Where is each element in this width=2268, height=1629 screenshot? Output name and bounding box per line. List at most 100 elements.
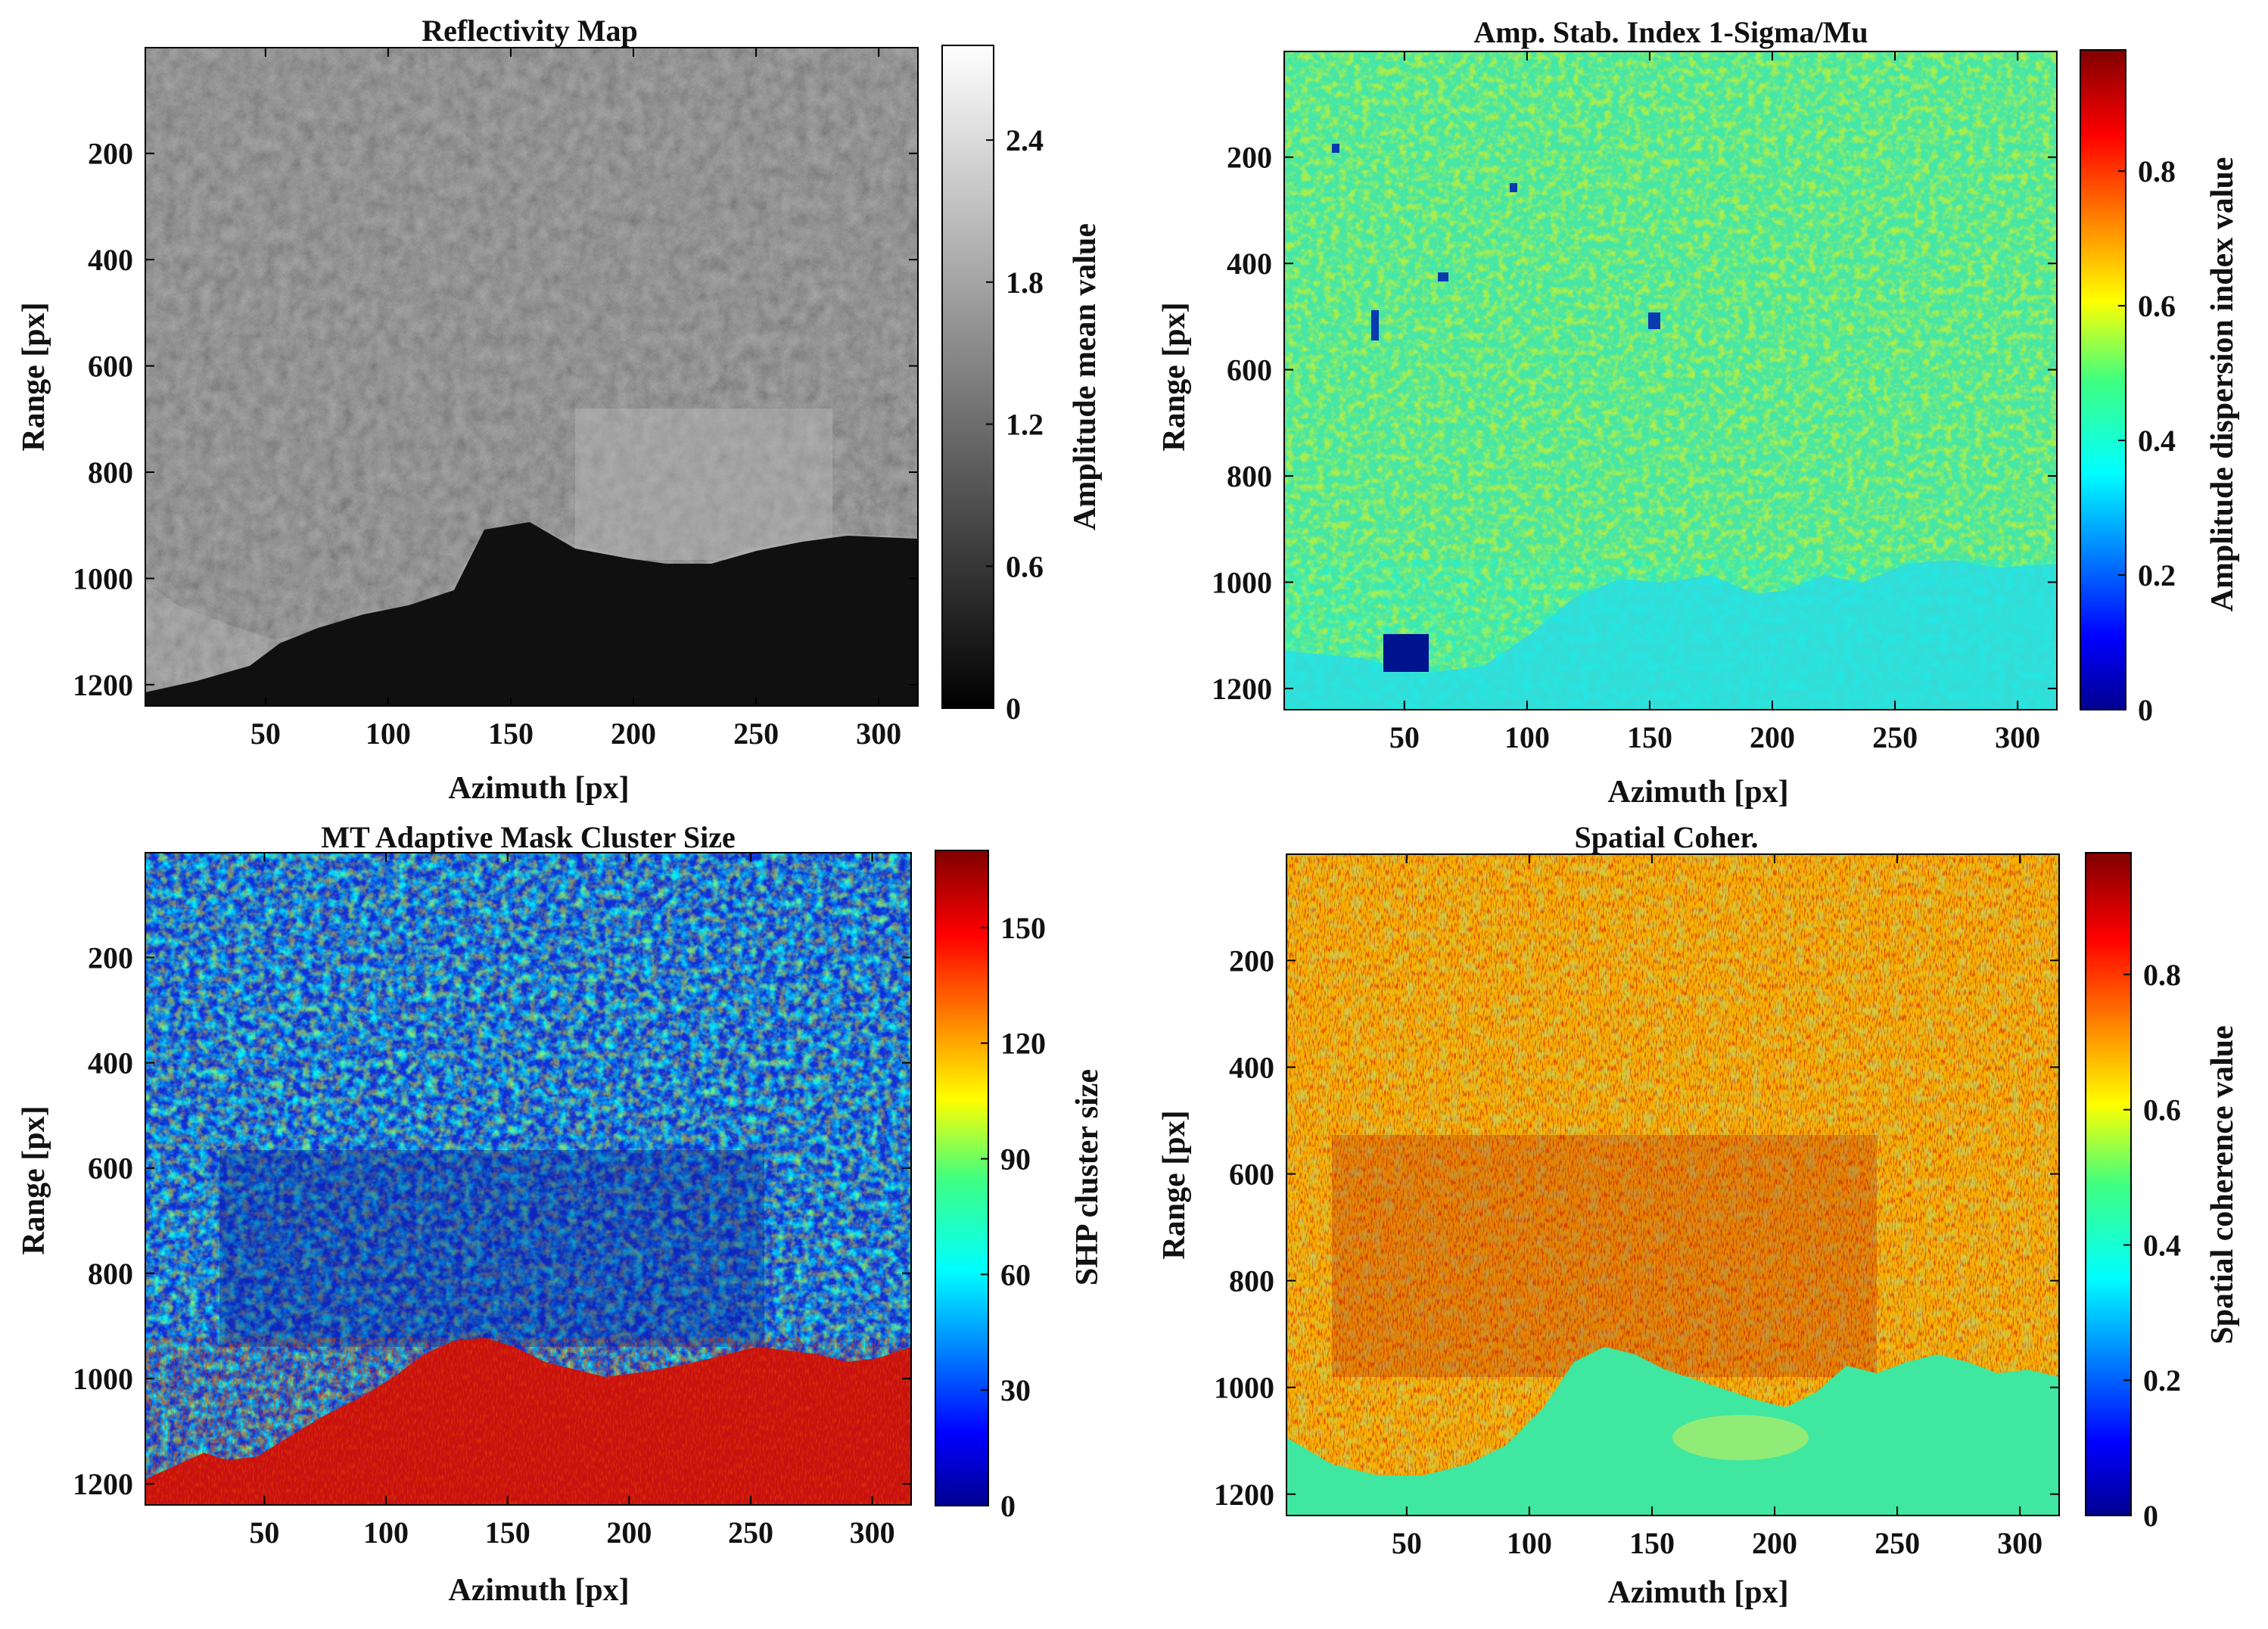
spatial-coherence-colorbar-tick-label: 0.6 bbox=[2143, 1093, 2181, 1127]
amplitude-stability-y-tick-label: 200 bbox=[1227, 141, 1272, 175]
reflectivity-colorbar-tick-label: 0 bbox=[1006, 692, 1021, 726]
amplitude-stability-x-tick-label: 150 bbox=[1627, 720, 1672, 754]
spatial-coherence-panel: Spatial Coher. 50 100 150 200 250 300 200 400 6… bbox=[1157, 820, 2240, 1610]
reflectivity-y-tick-label: 1000 bbox=[73, 561, 133, 595]
cluster-size-colorbar-tick-label: 0 bbox=[1000, 1489, 1016, 1523]
cluster-size-y-tick-label: 200 bbox=[88, 940, 133, 975]
cluster-size-colorbar-label: SHP cluster size bbox=[1070, 1069, 1105, 1285]
cluster-size-x-tick-label: 100 bbox=[363, 1516, 409, 1550]
spatial-coherence-title: Spatial Coher. bbox=[1574, 820, 1758, 854]
spatial-coherence-x-tick-label: 300 bbox=[1997, 1526, 2042, 1560]
reflectivity-y-tick-label: 1200 bbox=[73, 668, 133, 702]
cluster-size-y-tick-label: 400 bbox=[88, 1046, 133, 1080]
amplitude-stability-y-tick-label: 1200 bbox=[1212, 672, 1272, 706]
spatial-coherence-colorbar-tick-label: 0.2 bbox=[2143, 1363, 2181, 1397]
spatial-coherence-y-tick-label: 200 bbox=[1229, 944, 1274, 978]
spatial-coherence-colorbar-tick-label: 0 bbox=[2143, 1499, 2158, 1533]
spatial-coherence-colorbar bbox=[2085, 852, 2132, 1516]
reflectivity-x-tick-label: 300 bbox=[856, 717, 901, 751]
reflectivity-colorbar-tick-label: 2.4 bbox=[1006, 123, 1044, 157]
reflectivity-x-tick-label: 150 bbox=[488, 717, 534, 751]
reflectivity-y-tick-label: 600 bbox=[88, 350, 133, 384]
amplitude-stability-colorbar-tick-label: 0.8 bbox=[2138, 154, 2176, 188]
amplitude-stability-colorbar-tick-label: 0.2 bbox=[2138, 558, 2176, 592]
spatial-coherence-y-tick-label: 800 bbox=[1229, 1264, 1274, 1298]
reflectivity-colorbar-tick-label: 1.2 bbox=[1006, 408, 1044, 442]
reflectivity-map-panel: Reflectivity Map 50 100 150 200 250 300 200 40… bbox=[17, 14, 1103, 806]
cluster-size-y-tick-label: 1200 bbox=[73, 1467, 133, 1501]
reflectivity-colorbar-ticks: 0 0.6 1.2 1.8 2.4 bbox=[986, 123, 1044, 726]
amplitude-stability-x-tick-label: 50 bbox=[1389, 720, 1420, 754]
cluster-size-colorbar-tick-label: 120 bbox=[1000, 1027, 1046, 1061]
reflectivity-x-tick-label: 100 bbox=[366, 717, 411, 751]
amplitude-stability-y-tick-label: 1000 bbox=[1212, 565, 1272, 599]
amplitude-stability-x-axis-label: Azimuth [px] bbox=[1607, 775, 1788, 810]
spatial-coherence-x-tick-label: 150 bbox=[1629, 1526, 1675, 1560]
cluster-size-x-ticks: 50 100 150 200 250 300 bbox=[249, 853, 895, 1550]
reflectivity-y-tick-label: 800 bbox=[88, 455, 133, 490]
spatial-coherence-heatmap-image bbox=[1286, 854, 2059, 1516]
reflectivity-y-ticks: 200 400 600 800 1000 1200 bbox=[73, 137, 918, 702]
spatial-coherence-x-axis-label: Azimuth [px] bbox=[1607, 1575, 1788, 1610]
reflectivity-colorbar bbox=[941, 45, 994, 709]
amplitude-stability-colorbar-tick-label: 0 bbox=[2138, 693, 2153, 727]
cluster-size-y-ticks: 200 400 600 800 1000 1200 bbox=[73, 940, 911, 1501]
reflectivity-colorbar-label: Amplitude mean value bbox=[1068, 223, 1103, 530]
cluster-size-y-tick-label: 1000 bbox=[73, 1362, 133, 1396]
reflectivity-colorbar-tick-label: 1.8 bbox=[1006, 266, 1044, 300]
amplitude-stability-colorbar-tick-label: 0.6 bbox=[2138, 289, 2176, 323]
spatial-coherence-y-axis-label: Range [px] bbox=[1157, 1110, 1192, 1259]
cluster-size-x-axis-label: Azimuth [px] bbox=[448, 1573, 629, 1608]
cluster-size-colorbar-tick-label: 90 bbox=[1000, 1142, 1031, 1177]
reflectivity-heatmap-image bbox=[145, 48, 918, 706]
amplitude-stability-x-tick-label: 250 bbox=[1872, 720, 1918, 754]
reflectivity-x-ticks: 50 100 150 200 250 300 bbox=[250, 48, 901, 751]
amplitude-stability-y-axis-label: Range [px] bbox=[1157, 302, 1192, 451]
spatial-coherence-x-tick-label: 200 bbox=[1752, 1526, 1797, 1560]
spatial-coherence-y-tick-label: 1000 bbox=[1214, 1371, 1274, 1405]
amplitude-stability-x-tick-label: 100 bbox=[1504, 720, 1550, 754]
spatial-coherence-y-tick-label: 600 bbox=[1229, 1158, 1274, 1192]
reflectivity-x-tick-label: 50 bbox=[250, 717, 281, 751]
cluster-size-title: MT Adaptive Mask Cluster Size bbox=[321, 820, 735, 854]
reflectivity-y-tick-label: 200 bbox=[88, 137, 133, 171]
cluster-size-colorbar-ticks: 0 30 60 90 120 150 bbox=[981, 911, 1046, 1523]
amplitude-stability-heatmap-image bbox=[1284, 51, 2057, 710]
cluster-size-panel: MT Adaptive Mask Cluster Size 50 100 150 20… bbox=[17, 820, 1105, 1608]
amplitude-stability-y-tick-label: 800 bbox=[1227, 459, 1272, 493]
spatial-coherence-colorbar-ticks: 0 0.2 0.4 0.6 0.8 bbox=[2123, 958, 2181, 1533]
amplitude-stability-colorbar bbox=[2080, 49, 2126, 710]
spatial-coherence-y-tick-label: 400 bbox=[1229, 1050, 1274, 1084]
spatial-coherence-colorbar-tick-label: 0.4 bbox=[2143, 1228, 2181, 1262]
amplitude-stability-y-tick-label: 600 bbox=[1227, 353, 1272, 387]
cluster-size-x-tick-label: 200 bbox=[606, 1516, 652, 1550]
amplitude-stability-x-tick-label: 300 bbox=[1995, 720, 2040, 754]
amplitude-stability-title: Amp. Stab. Index 1-Sigma/Mu bbox=[1473, 15, 1868, 49]
spatial-coherence-x-tick-label: 50 bbox=[1392, 1526, 1422, 1560]
spatial-coherence-x-tick-label: 250 bbox=[1874, 1526, 1920, 1560]
spatial-coherence-y-ticks: 200 400 600 800 1000 1200 bbox=[1214, 944, 2059, 1512]
cluster-size-heatmap-image bbox=[145, 853, 911, 1505]
amplitude-stability-y-ticks: 200 400 600 800 1000 1200 bbox=[1212, 141, 2057, 706]
cluster-size-colorbar-tick-label: 150 bbox=[1000, 911, 1046, 945]
spatial-coherence-x-tick-label: 100 bbox=[1507, 1526, 1552, 1560]
spatial-coherence-colorbar-label: Spatial coherence value bbox=[2205, 1025, 2240, 1345]
reflectivity-x-tick-label: 200 bbox=[611, 717, 656, 751]
reflectivity-map-title: Reflectivity Map bbox=[422, 14, 637, 48]
amplitude-stability-colorbar-label: Amplitude dispersion index value bbox=[2205, 157, 2240, 612]
amplitude-stability-colorbar-tick-label: 0.4 bbox=[2138, 424, 2176, 458]
spatial-coherence-x-ticks: 50 100 150 200 250 300 bbox=[1392, 854, 2042, 1560]
cluster-size-colorbar bbox=[935, 850, 989, 1506]
amplitude-stability-colorbar-ticks: 0 0.2 0.4 0.6 0.8 bbox=[2118, 154, 2176, 727]
reflectivity-x-tick-label: 250 bbox=[733, 717, 779, 751]
cluster-size-x-tick-label: 150 bbox=[485, 1516, 530, 1550]
amplitude-stability-x-tick-label: 200 bbox=[1750, 720, 1795, 754]
reflectivity-colorbar-tick-label: 0.6 bbox=[1006, 549, 1044, 583]
spatial-coherence-colorbar-tick-label: 0.8 bbox=[2143, 958, 2181, 992]
cluster-size-y-axis-label: Range [px] bbox=[17, 1105, 51, 1254]
cluster-size-colorbar-tick-label: 30 bbox=[1000, 1373, 1031, 1407]
spatial-coherence-y-tick-label: 1200 bbox=[1214, 1478, 1274, 1512]
cluster-size-y-tick-label: 600 bbox=[88, 1152, 133, 1186]
cluster-size-colorbar-tick-label: 60 bbox=[1000, 1258, 1031, 1292]
